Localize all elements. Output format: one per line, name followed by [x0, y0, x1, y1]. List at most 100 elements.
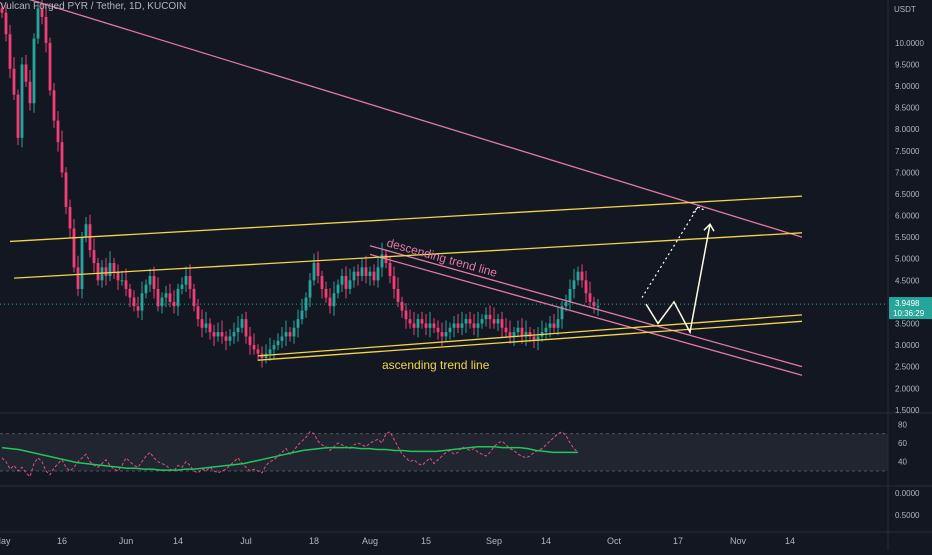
candle-body [240, 319, 244, 328]
candle-body [104, 267, 108, 276]
candle-body [312, 263, 316, 281]
candle-body [368, 271, 372, 276]
candle-body [588, 293, 592, 302]
trend-line [13, 232, 803, 279]
candle-body [112, 263, 116, 272]
candle-body [100, 267, 104, 281]
candle-body [536, 336, 540, 341]
candle-body [24, 64, 28, 82]
candle-body [532, 336, 536, 341]
x-tick-label: 17 [673, 536, 683, 546]
y-tick-label: 7.0000 [895, 168, 920, 177]
candle-body [48, 42, 52, 91]
candle-body [424, 323, 428, 328]
candle-body [396, 288, 400, 302]
lower-panel-tick-label: 0.5000 [895, 511, 920, 520]
candle-body [80, 237, 84, 289]
projection-solid-arrowhead [703, 222, 715, 232]
candle-body [440, 332, 444, 337]
candle-body [64, 172, 68, 207]
candle-body [200, 319, 204, 328]
candle-body [564, 301, 568, 307]
y-tick-label: 5.5000 [895, 233, 920, 242]
y-tick-label: 9.5000 [895, 60, 920, 69]
candle-body [224, 336, 228, 341]
candle-body [12, 68, 16, 95]
candle-body [472, 323, 476, 328]
candle-body [72, 228, 76, 268]
candle-body [596, 306, 600, 308]
candle-body [524, 332, 528, 337]
candle-body [268, 349, 272, 354]
x-tick-label: May [0, 536, 11, 546]
ascending-trend-line-label: ascending trend line [382, 358, 490, 372]
trend-line [257, 314, 803, 357]
candle-body [444, 332, 448, 337]
candle-body [176, 288, 180, 307]
candle-body [304, 297, 308, 311]
candle-body [156, 288, 160, 307]
candle-body [492, 319, 496, 324]
candle-body [124, 280, 128, 289]
candle-body [352, 271, 356, 281]
rsi-line [1, 431, 579, 478]
x-tick-label: Jun [119, 536, 134, 546]
candle-body [376, 267, 380, 281]
y-tick-label: 5.0000 [895, 255, 920, 264]
candle-body [228, 336, 232, 341]
candle-body [488, 314, 492, 320]
candle-body [464, 319, 468, 324]
candle-body [428, 323, 432, 328]
trend-line [369, 245, 803, 368]
candle-body [404, 310, 408, 320]
y-tick-label: 8.5000 [895, 104, 920, 113]
candle-body [520, 327, 524, 337]
candle-body [372, 271, 376, 281]
x-tick-label: Aug [362, 536, 378, 546]
candle-body [32, 38, 36, 104]
candle-body [340, 276, 344, 285]
x-tick-label: 14 [173, 536, 183, 546]
candle-body [120, 280, 124, 282]
candle-body [476, 323, 480, 328]
candle-body [516, 327, 520, 333]
candle-body [380, 254, 384, 268]
candle-body [168, 293, 172, 302]
candle-body [164, 293, 168, 298]
y-tick-label: 3.5000 [895, 319, 920, 328]
y-tick-label: 7.5000 [895, 147, 920, 156]
candle-body [20, 64, 24, 138]
candle-body [196, 306, 200, 320]
candle-body [8, 34, 12, 69]
x-tick-label: Jul [240, 536, 252, 546]
y-unit-label: USDT [894, 5, 916, 14]
candle-body [568, 288, 572, 302]
candle-body [548, 323, 552, 328]
candle-body [236, 327, 240, 333]
trend-line [369, 253, 803, 376]
candle-body [56, 120, 60, 143]
candle-body [452, 323, 456, 328]
candle-body [276, 340, 280, 346]
candle-body [420, 319, 424, 324]
price-badge-countdown: 10:36:29 [893, 309, 925, 318]
candle-body [556, 319, 560, 328]
candle-body [84, 224, 88, 238]
candle-body [44, 16, 48, 43]
candle-body [288, 332, 292, 337]
candle-body [408, 319, 412, 324]
candle-body [144, 284, 148, 294]
candle-body [248, 336, 252, 346]
candle-body [336, 284, 340, 294]
candle-body [232, 332, 236, 337]
candle-body [592, 301, 596, 307]
candle-body [148, 276, 152, 285]
x-tick-label: Oct [607, 536, 622, 546]
candle-body [412, 323, 416, 328]
candle-body [432, 323, 436, 328]
candle-body [76, 267, 80, 289]
projection-dotted-arrowhead [692, 206, 705, 214]
candle-body [244, 319, 248, 337]
